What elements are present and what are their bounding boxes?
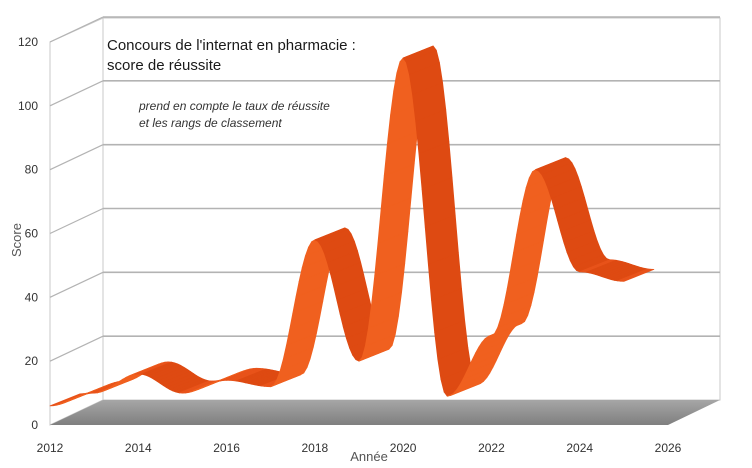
y-tick-label: 0 bbox=[31, 418, 38, 432]
ribbon-segment bbox=[620, 268, 655, 282]
x-axis-ticks: 2012 2014 2016 2018 2020 2022 2024 2026 bbox=[37, 441, 682, 455]
chart-floor bbox=[50, 400, 720, 425]
chart-subtitle-line-2: et les rangs de classement bbox=[139, 116, 282, 130]
x-axis-title: Année bbox=[350, 449, 388, 464]
gridline-side bbox=[49, 335, 104, 362]
chart-title-line-2: score de réussite bbox=[107, 57, 221, 74]
x-tick-label: 2026 bbox=[655, 441, 682, 455]
x-tick-label: 2016 bbox=[213, 441, 240, 455]
gridline-side bbox=[49, 144, 104, 171]
gridline-side bbox=[49, 80, 104, 107]
y-axis-ticks: 0 20 40 60 80 100 120 bbox=[18, 35, 38, 432]
x-tick-label: 2018 bbox=[302, 441, 329, 455]
chart-title-line-1: Concours de l'internat en pharmacie : bbox=[107, 37, 356, 54]
ribbon-series bbox=[49, 45, 655, 407]
x-tick-label: 2024 bbox=[566, 441, 593, 455]
y-tick-label: 80 bbox=[25, 163, 39, 177]
y-tick-label: 100 bbox=[18, 99, 38, 113]
x-tick-label: 2012 bbox=[37, 441, 64, 455]
y-axis-title: Score bbox=[9, 223, 24, 257]
gridline-side bbox=[49, 271, 104, 298]
y-tick-label: 120 bbox=[18, 35, 38, 49]
gridline-side bbox=[49, 207, 104, 235]
x-tick-label: 2022 bbox=[478, 441, 505, 455]
y-tick-label: 60 bbox=[25, 227, 39, 241]
y-tick-label: 20 bbox=[25, 354, 39, 368]
x-tick-label: 2014 bbox=[125, 441, 152, 455]
x-tick-label: 2020 bbox=[390, 441, 417, 455]
chart-subtitle-line-1: prend en compte le taux de réussite bbox=[138, 99, 330, 113]
y-tick-label: 40 bbox=[25, 290, 39, 304]
gridline-side bbox=[49, 16, 104, 43]
